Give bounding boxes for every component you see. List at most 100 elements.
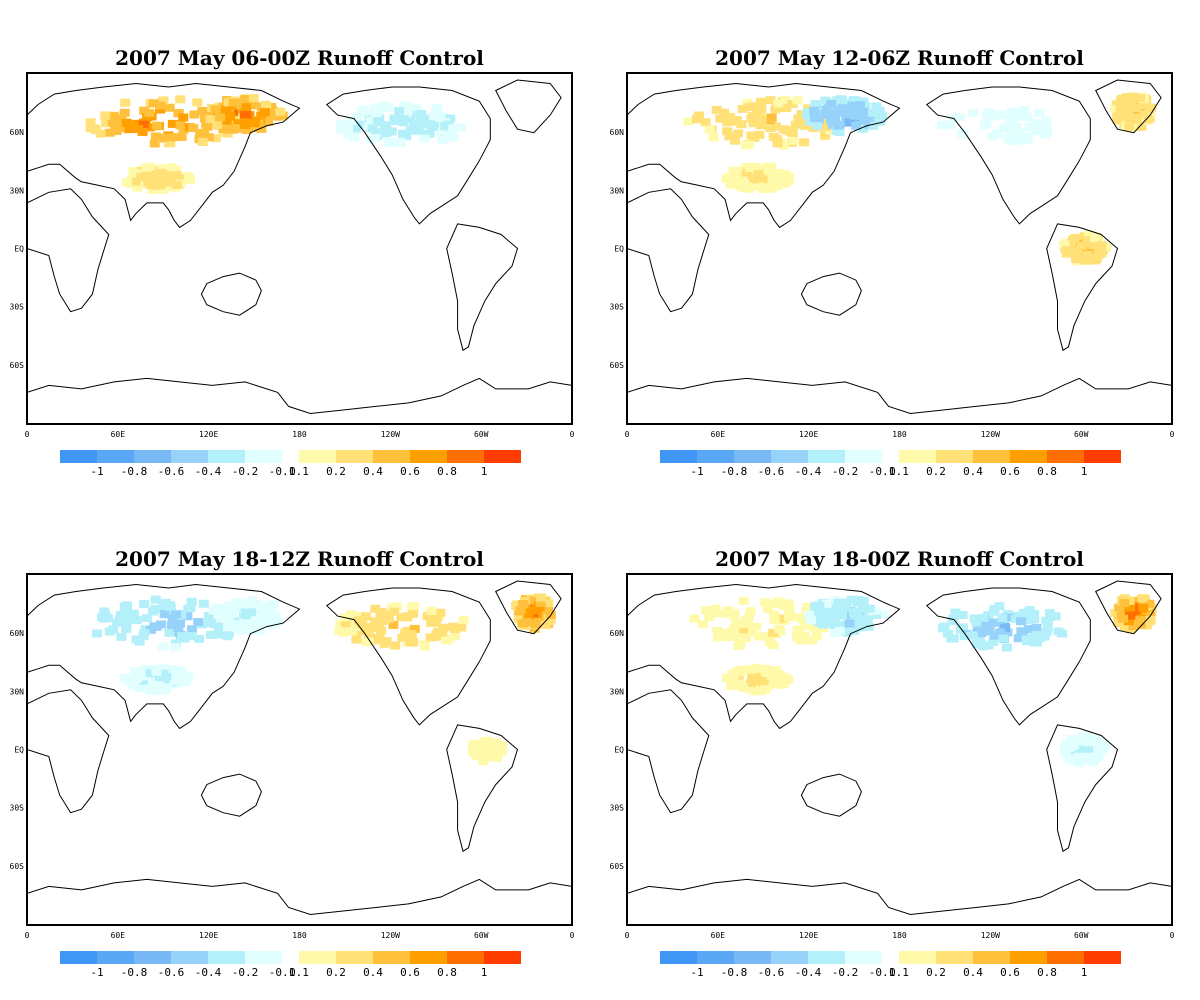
lon-tick-label: 0 (625, 931, 630, 940)
coast-samerica (1046, 724, 1119, 853)
colorbar-swatch (734, 951, 771, 964)
colorbar-swatch (1084, 450, 1121, 463)
colorbar-label: 1 (1081, 966, 1088, 979)
coastlines (627, 79, 1172, 424)
coast-eurasia (627, 82, 901, 229)
anomaly-amazon (1059, 230, 1112, 266)
lat-tick-label: 60N (610, 128, 625, 137)
coast-greenland (495, 79, 562, 134)
colorbar-label: 0.1 (889, 465, 909, 478)
lon-tick-label: 0 (570, 931, 575, 940)
colorbar-label: 1 (481, 465, 488, 478)
lat-tick-label: 30N (10, 187, 25, 196)
lon-tick-label: 0 (625, 430, 630, 439)
colorbar-swatch (60, 951, 97, 964)
lat-tick-label: 30N (610, 688, 625, 697)
colorbar-swatch (973, 450, 1010, 463)
map-frame (626, 573, 1173, 926)
colorbar-swatch (808, 450, 845, 463)
coast-antarctica (27, 377, 572, 424)
colorbar-label: -1 (90, 966, 103, 979)
anomaly-north-america-north (334, 602, 469, 651)
lon-tick-label: 120W (381, 931, 400, 940)
colorbar-swatch (899, 951, 936, 964)
colorbar-swatch (1047, 450, 1084, 463)
map-area (627, 73, 1172, 424)
colorbar-swatch (134, 450, 171, 463)
colorbar-label: -0.6 (158, 465, 185, 478)
anomaly-amazon (1059, 731, 1111, 767)
coastlines (627, 580, 1172, 925)
colorbar-label: -0.6 (158, 966, 185, 979)
coast-antarctica (627, 878, 1172, 925)
colorbar-swatch (336, 450, 373, 463)
anomaly-amazon (467, 737, 508, 766)
colorbar-swatch (208, 951, 245, 964)
lon-tick-label: 120E (799, 430, 818, 439)
lat-tick-label: 60N (10, 128, 25, 137)
coast-namerica (926, 86, 1091, 225)
coast-antarctica (27, 878, 572, 925)
lat-tick-label: 30S (10, 302, 25, 311)
anomaly-north-america-north (937, 602, 1068, 652)
colorbar-label: 0.1 (289, 465, 309, 478)
colorbar: -1 -0.8 -0.6 -0.4 -0.2 -0.10.1 0.2 0.4 0.6 0.8 1 (660, 951, 1121, 979)
colorbar-swatch (208, 450, 245, 463)
anomaly-north-america-north (937, 105, 1053, 146)
colorbar-label: -0.2 (232, 966, 259, 979)
lon-tick-label: 60W (474, 430, 489, 439)
colorbar-swatch (973, 951, 1010, 964)
colorbar-label: 0.8 (437, 966, 457, 979)
lat-tick-label: 60S (10, 361, 25, 370)
colorbar-label: -0.2 (232, 465, 259, 478)
colorbar-swatch (447, 450, 484, 463)
lat-tick-label: 60N (610, 629, 625, 638)
colorbar-label: 0.1 (289, 966, 309, 979)
colorbar-swatch (484, 951, 521, 964)
map-frame (26, 72, 573, 425)
anomaly-east-siberia (205, 94, 288, 135)
lon-tick-label: 180 (892, 430, 907, 439)
anomaly-tibet (721, 663, 793, 696)
colorbar-swatch (171, 951, 208, 964)
colorbar-swatch (1010, 450, 1047, 463)
anomaly-tibet (121, 162, 195, 194)
lat-tick-label: 60S (610, 361, 625, 370)
colorbar-label: -0.4 (795, 966, 822, 979)
map-area (27, 574, 572, 925)
colorbar-swatch (1084, 951, 1121, 964)
colorbar-swatch (771, 951, 808, 964)
colorbar-label: 0.8 (437, 465, 457, 478)
colorbar-label: 0.4 (963, 465, 983, 478)
map-title: 2007 May 18-12Z Runoff Control (115, 547, 484, 571)
coast-africa (27, 188, 110, 313)
anomaly-greenland (1110, 594, 1157, 634)
anomaly-east-siberia (803, 595, 888, 637)
colorbar-swatch (60, 450, 97, 463)
colorbar-swatch (697, 951, 734, 964)
colorbar-swatch (1010, 951, 1047, 964)
lat-tick-label: 30N (10, 688, 25, 697)
lon-tick-label: 0 (570, 430, 575, 439)
colorbar-swatch (660, 450, 697, 463)
coast-antarctica (627, 377, 1172, 424)
lon-tick-label: 120W (381, 430, 400, 439)
colorbar-label: 0.6 (1000, 465, 1020, 478)
lon-tick-label: 60E (111, 430, 126, 439)
colorbar-label: -0.4 (195, 966, 222, 979)
coast-eurasia (627, 583, 901, 730)
map-area (27, 73, 572, 424)
lat-tick-label: 60S (610, 862, 625, 871)
colorbar-swatch (936, 951, 973, 964)
colorbar-label: -0.2 (832, 966, 859, 979)
lat-tick-label: 30N (610, 187, 625, 196)
map-title: 2007 May 06-00Z Runoff Control (115, 46, 484, 70)
anomaly-tibet (120, 664, 194, 696)
coast-africa (27, 689, 110, 814)
colorbar-label: 0.4 (363, 465, 383, 478)
coast-greenland (1095, 79, 1162, 134)
colorbar-label: 1 (481, 966, 488, 979)
coast-australia (800, 773, 862, 817)
colorbar-swatch (134, 951, 171, 964)
